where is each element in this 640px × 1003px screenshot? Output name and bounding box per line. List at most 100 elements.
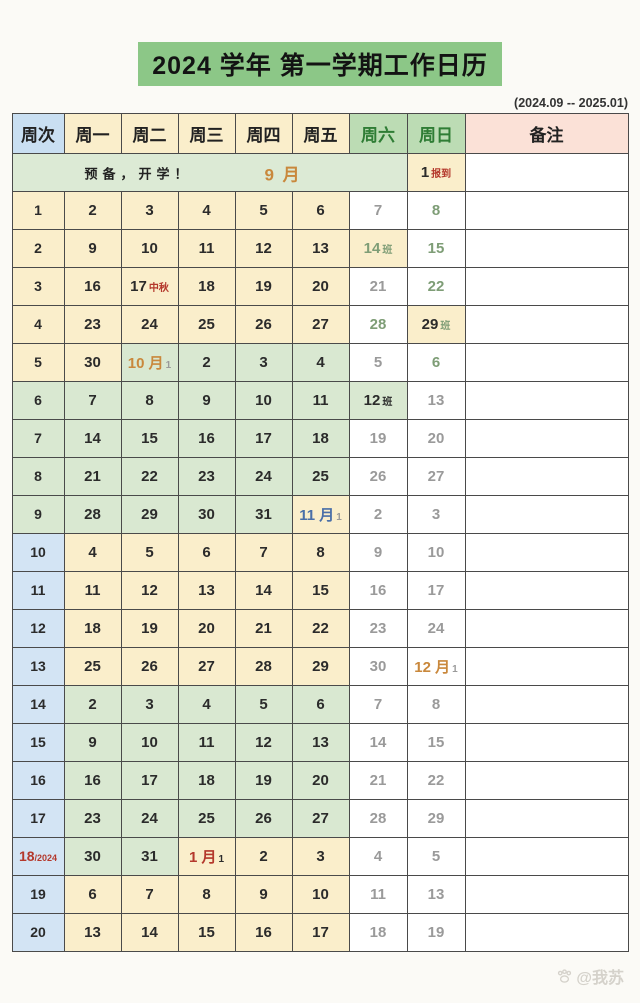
day-cell: 13 [406, 381, 466, 420]
day-number: 27 [427, 467, 445, 485]
day-cell: 8 [177, 875, 236, 914]
week-number-cell: 15 [11, 723, 65, 762]
day-cell: 18 [291, 419, 350, 458]
paw-icon [558, 968, 572, 983]
week-number-cell: 2 [11, 229, 65, 268]
day-number: 11 [84, 581, 101, 599]
day-cell: 29 [291, 647, 350, 686]
day-cell: 10 [406, 533, 466, 572]
day-cell: 2 [63, 685, 122, 724]
day-cell: 5 [234, 685, 293, 724]
week-number: 5 [34, 353, 42, 370]
day-number: 7 [373, 201, 383, 219]
day-number: 5 [431, 847, 441, 865]
day-number: 28 [369, 315, 387, 333]
day-number: 14 [84, 429, 101, 447]
week-number: 8 [34, 467, 42, 484]
week-number: 16 [30, 771, 46, 788]
day-number: 7 [259, 543, 268, 561]
day-number: 20 [198, 619, 215, 637]
week-row: 19 6 7 8 9 10 11 13 [11, 875, 629, 914]
day-cell: 31 [120, 837, 179, 876]
day-cell: 14 [234, 571, 293, 610]
day-cell: 2 [63, 191, 122, 230]
day-number: 18 [198, 277, 215, 295]
day-number: 11 [198, 733, 215, 751]
day-number: 17 [130, 277, 147, 295]
day-cell: 24 [234, 457, 293, 496]
day-number: 7 [88, 391, 97, 409]
day-number: 23 [198, 467, 215, 485]
day-number: 8 [431, 695, 441, 713]
day-cell: 3 [291, 837, 350, 876]
day-cell: 4 [348, 837, 408, 876]
day-tag: 1 [218, 854, 225, 865]
day-tag: 1 [452, 664, 458, 675]
day-cell: 6 [291, 191, 350, 230]
remark-cell [464, 343, 629, 382]
day-cell: 16 [63, 761, 122, 800]
day-cell: 20 [291, 761, 350, 800]
day-number: 30 [84, 847, 101, 865]
day-cell: 15 [406, 229, 466, 268]
day-cell: 5 [120, 533, 179, 572]
day-cell: 7 [348, 191, 408, 230]
september-banner-cell: 预备，开学！ 9 月 [11, 153, 408, 192]
day-cell: 16 [177, 419, 236, 458]
day-number: 25 [198, 809, 215, 827]
week-row: 17 23 24 25 26 27 28 29 [11, 799, 629, 838]
day-cell: 13 [177, 571, 236, 610]
week-number: 17 [30, 809, 46, 826]
day-cell: 13 [406, 875, 466, 914]
week-number: 10 [30, 543, 46, 560]
day-cell: 2 [177, 343, 236, 382]
day-tag: 中秋 [148, 282, 169, 294]
day-number: 2 [88, 695, 97, 713]
day-number: 13 [84, 923, 101, 941]
week-number-cell: 3 [11, 267, 65, 306]
week-row: 11 11 12 13 14 15 16 17 [11, 571, 629, 610]
column-header-remark: 备注 [464, 113, 629, 154]
day-number: 14 [369, 733, 387, 751]
day-cell: 26 [348, 457, 408, 496]
watermark: @我苏 [556, 964, 624, 988]
day-number: 14 [363, 239, 381, 257]
day-number: 31 [255, 505, 272, 523]
day-cell: 7 [234, 533, 293, 572]
day-number: 10 [141, 239, 158, 257]
day-cell: 11 [177, 229, 236, 268]
day-cell: 20 [177, 609, 236, 648]
day-cell: 7 [63, 381, 122, 420]
day-number: 5 [373, 353, 383, 371]
day-cell: 20 [406, 419, 466, 458]
remark-cell [464, 837, 629, 876]
day-cell: 23 [63, 305, 122, 344]
day-number: 4 [88, 543, 97, 561]
day-number: 3 [145, 201, 154, 219]
week-number: 7 [34, 429, 42, 446]
day-cell: 29 班 [406, 305, 466, 344]
day-number: 8 [316, 543, 325, 561]
page-title: 2024 学年 第一学期工作日历 [138, 42, 502, 86]
day-number: 14 [141, 923, 158, 941]
day-number: 13 [427, 391, 445, 409]
day-number: 24 [427, 619, 445, 637]
day-number: 20 [312, 277, 329, 295]
week-number-cell: 7 [11, 419, 65, 458]
remark-cell [464, 799, 629, 838]
day-number: 23 [369, 619, 387, 637]
week-number: 11 [30, 581, 46, 598]
day-number: 21 [369, 277, 387, 295]
day-number: 29 [421, 315, 439, 333]
column-header-wed: 周三 [177, 113, 236, 154]
day-cell: 21 [234, 609, 293, 648]
day-cell: 13 [291, 723, 350, 762]
week-row: 1 2 3 4 5 6 7 8 [11, 191, 629, 230]
day-cell: 14 [348, 723, 408, 762]
week-number-cell: 16 [11, 761, 65, 800]
day-number: 8 [431, 201, 441, 219]
day-number: 24 [141, 315, 158, 333]
week-number: 9 [34, 505, 42, 522]
